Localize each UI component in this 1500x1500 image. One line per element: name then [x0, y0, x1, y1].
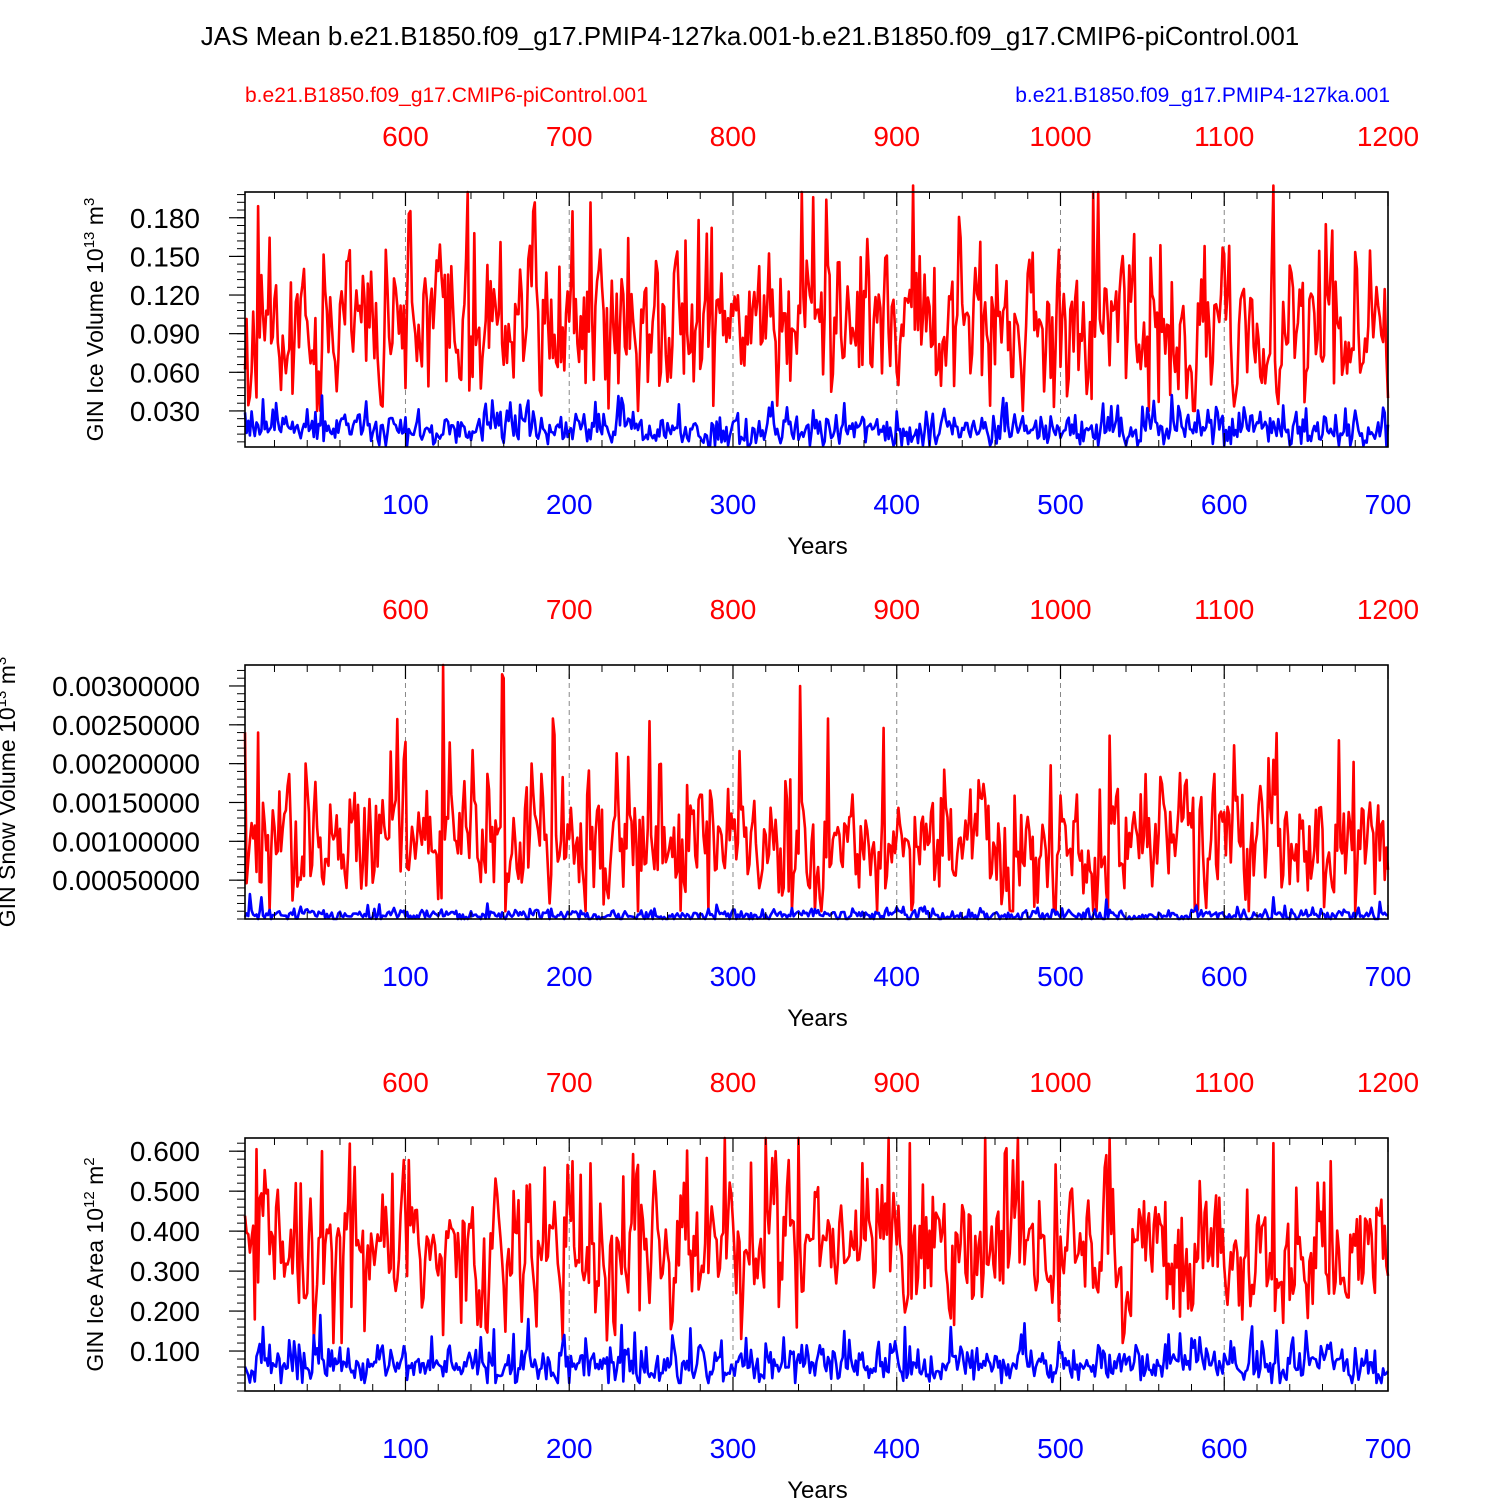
- bottom-x-tick-label: 200: [546, 489, 593, 520]
- panel-1: 100 200 300 400 500 600 700 600 700 800 900 1000 110…: [81, 121, 1419, 560]
- series-line-blue: [243, 393, 1390, 447]
- y-tick-label: 0.00300000: [52, 671, 200, 702]
- y-axis-label-part: m: [82, 206, 108, 232]
- top-x-tick-label: 700: [546, 121, 593, 152]
- y-axis-label-superscript: 13: [0, 691, 10, 708]
- y-axis-label-superscript: 12: [81, 1191, 98, 1208]
- bottom-x-tick-label: 500: [1037, 489, 1084, 520]
- figure-title: JAS Mean b.e21.B1850.f09_g17.PMIP4-127ka…: [201, 21, 1300, 51]
- bottom-x-tick-label: 600: [1201, 489, 1248, 520]
- top-x-tick-label: 700: [546, 1067, 593, 1098]
- bottom-x-tick-label: 500: [1037, 1433, 1084, 1464]
- bottom-x-tick-label: 700: [1365, 1433, 1412, 1464]
- y-axis-label-superscript: 3: [81, 198, 98, 206]
- y-tick-label: 0.180: [130, 203, 200, 234]
- series-line-red: [243, 663, 1390, 913]
- y-tick-label: 0.00100000: [52, 826, 200, 857]
- top-x-tick-label: 1000: [1029, 121, 1091, 152]
- bottom-x-tick-label: 300: [710, 961, 757, 992]
- panels: 100 200 300 400 500 600 700 600 700 800 900 1000 110…: [0, 121, 1419, 1500]
- bottom-x-tick-label: 400: [873, 489, 920, 520]
- y-tick-label: 0.400: [130, 1216, 200, 1247]
- bottom-x-tick-label: 100: [382, 961, 429, 992]
- y-axis-label-part: GIN Snow Volume 10: [0, 707, 20, 927]
- bottom-x-tick-label: 100: [382, 1433, 429, 1464]
- top-x-tick-label: 900: [873, 121, 920, 152]
- y-tick-label: 0.150: [130, 241, 200, 272]
- top-x-tick-label: 700: [546, 594, 593, 625]
- top-x-tick-label: 600: [382, 121, 429, 152]
- y-tick-label: 0.030: [130, 396, 200, 427]
- y-tick-label: 0.060: [130, 357, 200, 388]
- bottom-x-tick-label: 700: [1365, 961, 1412, 992]
- top-x-tick-label: 900: [873, 594, 920, 625]
- y-axis-label-superscript: 2: [81, 1157, 98, 1165]
- bottom-x-tick-label: 400: [873, 961, 920, 992]
- y-axis-label-part: GIN Ice Volume 10: [82, 248, 108, 441]
- x-axis-label: Years: [787, 1477, 848, 1500]
- y-tick-label: 0.00150000: [52, 787, 200, 818]
- top-x-tick-label: 1100: [1194, 594, 1254, 625]
- y-axis-label: GIN Ice Volume 1013 m3: [81, 198, 108, 442]
- bottom-x-tick-label: 600: [1201, 1433, 1248, 1464]
- bottom-x-tick-label: 300: [710, 489, 757, 520]
- y-axis-label-superscript: 3: [0, 657, 10, 665]
- top-x-tick-label: 900: [873, 1067, 920, 1098]
- plot-frame: [244, 191, 1389, 448]
- y-tick-label: 0.500: [130, 1176, 200, 1207]
- bottom-x-tick-label: 200: [546, 1433, 593, 1464]
- bottom-x-tick-label: 500: [1037, 961, 1084, 992]
- y-tick-label: 0.200: [130, 1296, 200, 1327]
- y-tick-label: 0.300: [130, 1256, 200, 1287]
- legend-blue-label: b.e21.B1850.f09_g17.PMIP4-127ka.001: [1015, 84, 1390, 107]
- y-tick-label: 0.00200000: [52, 749, 200, 780]
- plot-frame: [244, 664, 1389, 920]
- top-x-tick-label: 1000: [1029, 1067, 1091, 1098]
- bottom-x-tick-label: 200: [546, 961, 593, 992]
- bottom-x-tick-label: 100: [382, 489, 429, 520]
- y-tick-label: 0.00250000: [52, 710, 200, 741]
- x-axis-label: Years: [787, 533, 848, 560]
- series-line-blue: [243, 1313, 1390, 1385]
- legend-red-label: b.e21.B1850.f09_g17.CMIP6-piControl.001: [245, 84, 648, 107]
- y-tick-label: 0.090: [130, 319, 200, 350]
- series-line-red: [243, 1136, 1390, 1345]
- x-axis-label: Years: [787, 1005, 848, 1032]
- y-tick-label: 0.100: [130, 1336, 200, 1367]
- bottom-x-tick-label: 300: [710, 1433, 757, 1464]
- top-x-tick-label: 1100: [1194, 1067, 1254, 1098]
- top-x-tick-label: 800: [710, 594, 757, 625]
- top-x-tick-label: 1000: [1029, 594, 1091, 625]
- bottom-x-tick-label: 700: [1365, 489, 1412, 520]
- top-x-tick-label: 600: [382, 1067, 429, 1098]
- bottom-x-tick-label: 400: [873, 1433, 920, 1464]
- top-x-tick-label: 600: [382, 594, 429, 625]
- y-tick-label: 0.600: [130, 1136, 200, 1167]
- panel-2: 100 200 300 400 500 600 700 600 700 800 900 1000 110…: [0, 594, 1419, 1032]
- top-x-tick-label: 1200: [1357, 121, 1419, 152]
- top-x-tick-label: 1100: [1194, 121, 1254, 152]
- plot-frame: [244, 1137, 1389, 1392]
- panel-3: 100 200 300 400 500 600 700 600 700 800 900 1000 110…: [81, 1067, 1419, 1500]
- series-line-blue: [243, 892, 1389, 921]
- y-axis-label: GIN Ice Area 1012 m2: [81, 1157, 108, 1371]
- y-axis-label-superscript: 13: [81, 232, 98, 249]
- bottom-x-tick-label: 600: [1201, 961, 1248, 992]
- y-axis-label-part: m: [82, 1166, 108, 1192]
- y-tick-label: 0.120: [130, 280, 200, 311]
- top-x-tick-label: 800: [710, 121, 757, 152]
- top-x-tick-label: 1200: [1357, 594, 1419, 625]
- series-line-red: [243, 184, 1390, 413]
- y-tick-label: 0.00050000: [52, 865, 200, 896]
- top-x-tick-label: 800: [710, 1067, 757, 1098]
- top-x-tick-label: 1200: [1357, 1067, 1419, 1098]
- y-axis-label-part: m: [0, 665, 20, 691]
- y-axis-label: GIN Snow Volume 1013 m3: [0, 657, 20, 928]
- y-axis-label-part: GIN Ice Area 10: [82, 1208, 108, 1372]
